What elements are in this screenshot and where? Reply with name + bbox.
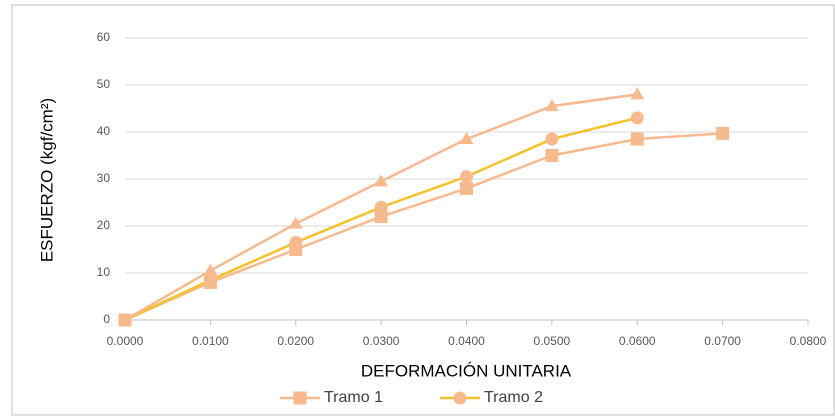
- y-tick-label: 30: [97, 171, 111, 185]
- y-tick-label: 40: [97, 124, 111, 138]
- marker: [545, 132, 559, 146]
- x-tick-label: 0.0800: [790, 334, 827, 348]
- marker: [460, 170, 473, 184]
- legend-marker: [453, 391, 467, 405]
- x-tick-label: 0.0500: [534, 334, 571, 348]
- marker: [544, 99, 559, 112]
- marker: [716, 126, 730, 140]
- series-line: [124, 132, 723, 322]
- marker: [459, 132, 474, 145]
- legend: Tramo 1: [324, 389, 383, 406]
- marker: [118, 313, 132, 325]
- x-tick-label: 0.0400: [448, 334, 485, 348]
- marker: [460, 181, 473, 195]
- marker: [288, 216, 303, 229]
- chart-border: [11, 4, 835, 416]
- marker: [630, 132, 644, 146]
- x-tick-label: 0.0000: [107, 334, 144, 348]
- y-tick-label: 60: [97, 30, 111, 44]
- x-tick-label: 0.0100: [192, 334, 229, 348]
- marker: [630, 87, 645, 100]
- x-axis-title: DEFORMACIÓN UNITARIA: [361, 361, 572, 380]
- marker: [289, 235, 303, 249]
- y-tick-label: 10: [97, 265, 111, 279]
- y-tick-label: 50: [97, 77, 111, 91]
- legend-marker: [293, 391, 307, 405]
- legend: Tramo 2: [484, 389, 543, 406]
- marker: [203, 263, 218, 276]
- marker: [374, 200, 388, 214]
- marker: [630, 111, 644, 125]
- x-tick-label: 0.0600: [619, 334, 656, 348]
- x-tick-label: 0.0200: [277, 334, 314, 348]
- y-axis-title: ESFUERZO (kgf/cm²): [37, 98, 56, 262]
- marker: [545, 149, 559, 162]
- marker: [374, 174, 389, 187]
- marker: [203, 273, 217, 287]
- y-tick-label: 20: [97, 218, 111, 232]
- marker: [374, 210, 388, 224]
- x-tick-label: 0.0300: [363, 334, 400, 348]
- x-tick-label: 0.0700: [704, 334, 741, 348]
- y-tick-label: 0: [103, 312, 110, 326]
